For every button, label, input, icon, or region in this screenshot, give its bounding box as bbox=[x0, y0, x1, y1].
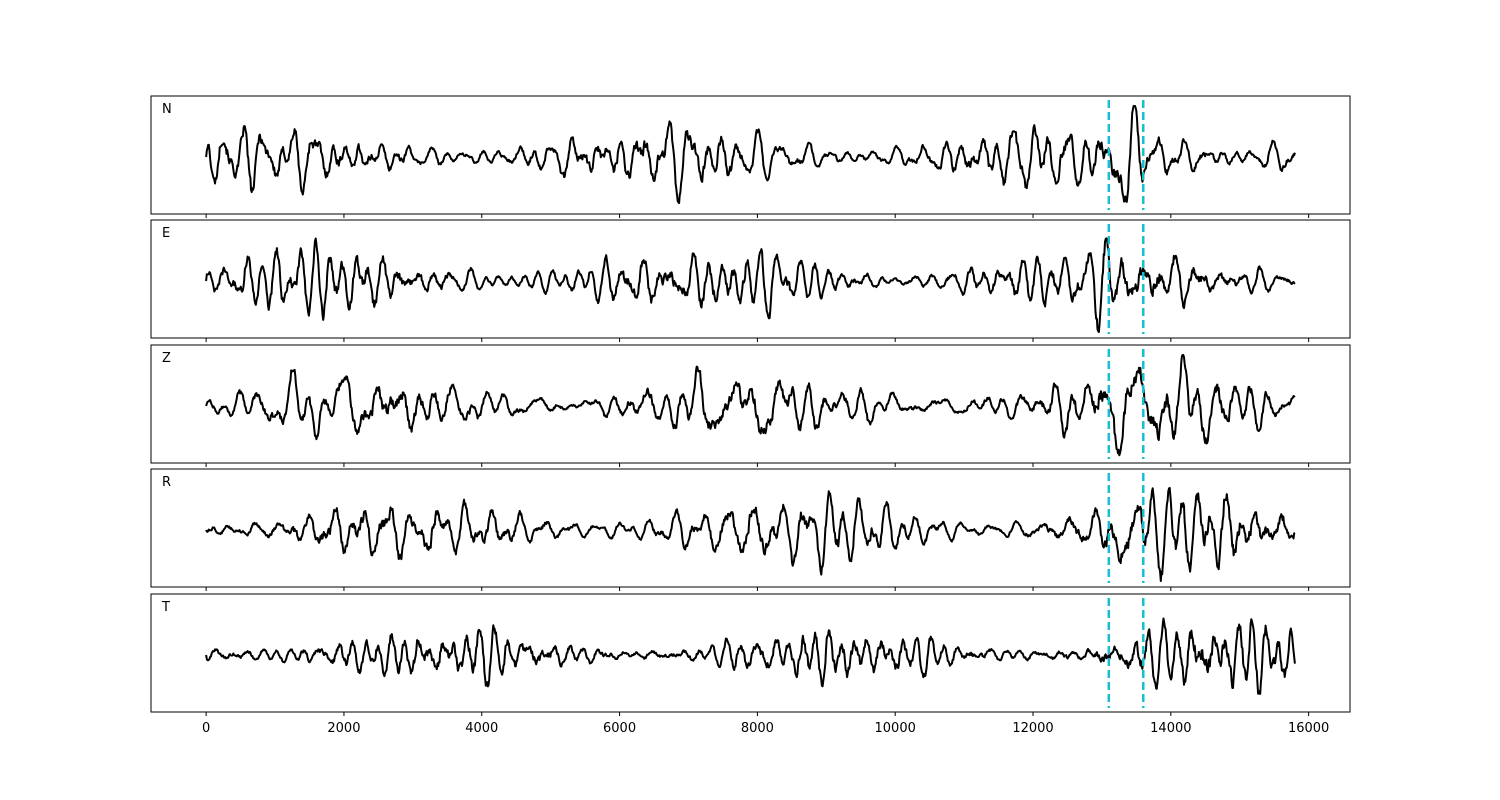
x-tick-label: 10000 bbox=[875, 721, 916, 736]
x-axis: 0 2000 4000 6000 8000 10000 12000 14000 16000 bbox=[202, 721, 1329, 736]
trace-r bbox=[205, 486, 1296, 582]
panel-label: Z bbox=[162, 351, 171, 366]
panel-z: Z bbox=[150, 344, 1351, 467]
x-tick-label: 0 bbox=[202, 721, 210, 736]
panel-n: N bbox=[150, 95, 1351, 218]
panel-label: E bbox=[162, 226, 170, 241]
panel-label: R bbox=[162, 475, 171, 490]
x-tick-label: 8000 bbox=[741, 721, 774, 736]
panel-frame bbox=[150, 468, 1351, 588]
panel-label: T bbox=[161, 600, 170, 615]
x-tick-label: 14000 bbox=[1150, 721, 1191, 736]
trace-e bbox=[205, 237, 1296, 333]
x-tick-label: 6000 bbox=[603, 721, 636, 736]
panel-r: R bbox=[150, 468, 1351, 591]
panel-label: N bbox=[162, 102, 172, 117]
x-tick-label: 2000 bbox=[327, 721, 360, 736]
trace-z bbox=[205, 354, 1296, 457]
trace-n bbox=[205, 105, 1296, 204]
panel-frame bbox=[150, 219, 1351, 339]
panel-e: E bbox=[150, 219, 1351, 342]
x-tick-label: 4000 bbox=[465, 721, 498, 736]
panel-frame bbox=[150, 593, 1351, 713]
panel-frame bbox=[150, 344, 1351, 464]
panel-frame bbox=[150, 95, 1351, 215]
x-tick-label: 12000 bbox=[1012, 721, 1053, 736]
x-tick-label: 16000 bbox=[1288, 721, 1329, 736]
trace-t bbox=[205, 617, 1296, 695]
panel-t: T bbox=[150, 593, 1351, 716]
panels-group: N E Z R T bbox=[150, 95, 1351, 716]
